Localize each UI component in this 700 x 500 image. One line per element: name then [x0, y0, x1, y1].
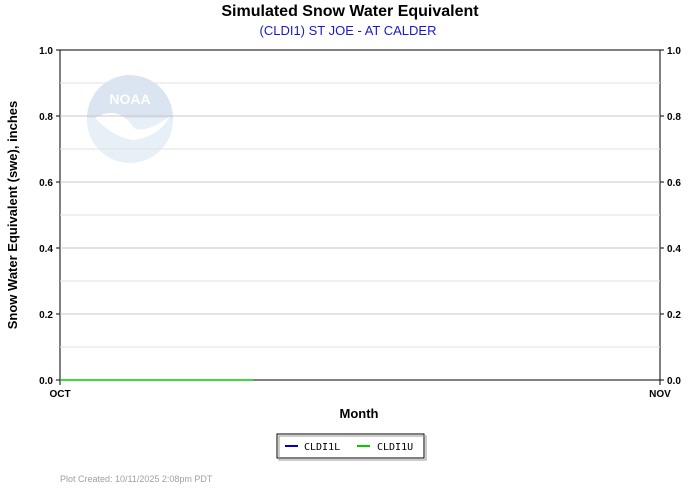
- legend-label-cldi1u: CLDI1U: [377, 442, 413, 453]
- x-tick-label: OCT: [49, 389, 70, 400]
- y-tick-label-left: 0.4: [39, 244, 53, 255]
- noaa-logo-watermark: NOAA: [87, 75, 173, 163]
- plot-created-footer: Plot Created: 10/11/2025 2:08pm PDT: [60, 474, 213, 484]
- x-axis-ticks: OCT NOV: [49, 380, 671, 400]
- chart-title: Simulated Snow Water Equivalent: [221, 3, 479, 20]
- y-tick-label-right: 0.0: [667, 376, 681, 387]
- chart-subtitle: (CLDI1) ST JOE - AT CALDER: [260, 23, 437, 38]
- legend-label-cldi1l: CLDI1L: [304, 442, 340, 453]
- x-tick-label: NOV: [649, 389, 671, 400]
- y-tick-label-left: 0.2: [39, 310, 53, 321]
- y-tick-label-right: 0.8: [667, 112, 681, 123]
- y-tick-label-left: 0.0: [39, 376, 53, 387]
- y-axis-label: Snow Water Equivalent (swe), inches: [5, 101, 20, 330]
- x-axis-label: Month: [340, 406, 379, 421]
- noaa-logo-text: NOAA: [109, 91, 150, 107]
- y-tick-label-left: 0.8: [39, 112, 53, 123]
- y-tick-label-right: 1.0: [667, 46, 681, 57]
- y-tick-label-left: 1.0: [39, 46, 53, 57]
- y-axis-ticks: 0.0 0.0 0.2 0.2 0.4 0.4 0.6 0.6 0.8 0.8 1.0 1.0: [39, 46, 681, 387]
- y-tick-label-right: 0.6: [667, 178, 681, 189]
- y-tick-label-left: 0.6: [39, 178, 53, 189]
- grid-lines: [60, 82, 660, 348]
- y-tick-label-right: 0.4: [667, 244, 681, 255]
- y-tick-label-right: 0.2: [667, 310, 681, 321]
- legend: CLDI1L CLDI1U: [276, 433, 427, 461]
